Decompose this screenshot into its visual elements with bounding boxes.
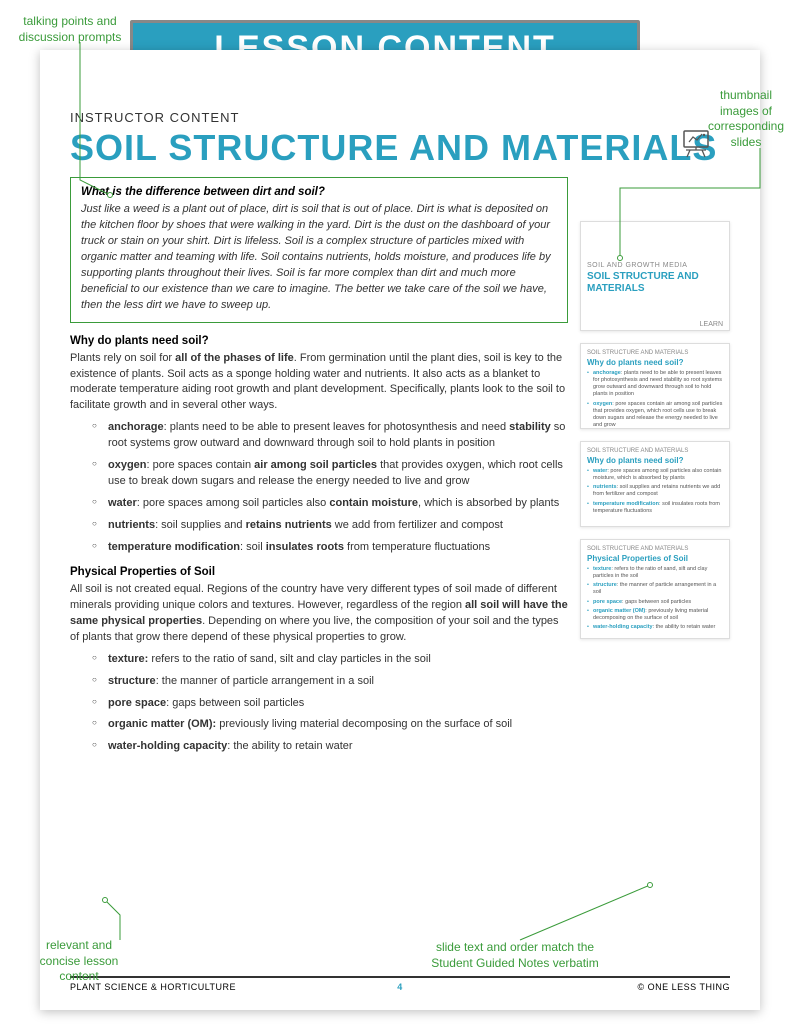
callout-talking-points: talking points anddiscussion prompts bbox=[10, 14, 130, 45]
thumb-list-item: water-holding capacity: the ability to r… bbox=[587, 624, 723, 631]
thumb-list-item: nutrients: soil supplies and retains nut… bbox=[587, 484, 723, 498]
thumb-list-item: texture: refers to the ratio of sand, si… bbox=[587, 566, 723, 580]
section2-paragraph: All soil is not created equal. Regions o… bbox=[70, 582, 568, 646]
list-item: water-holding capacity: the ability to r… bbox=[92, 739, 568, 755]
callout-thumbnails: thumbnailimages ofcorrespondingslides bbox=[698, 88, 794, 150]
intro-box: What is the difference between dirt and … bbox=[70, 177, 568, 323]
thumbnail-column: SOIL AND GROWTH MEDIA SOIL STRUCTURE AND… bbox=[580, 177, 730, 763]
callout-lesson-content: relevant andconcise lessoncontent bbox=[24, 938, 134, 985]
footer-page-number: 4 bbox=[397, 982, 403, 992]
list-item: organic matter (OM): previously living m… bbox=[92, 717, 568, 733]
slide-thumb-1: SOIL AND GROWTH MEDIA SOIL STRUCTURE AND… bbox=[580, 221, 730, 331]
list-item: structure: the manner of particle arrang… bbox=[92, 674, 568, 690]
footer-right: © ONE LESS THING bbox=[638, 982, 731, 992]
section1-list: anchorage: plants need to be able to pre… bbox=[92, 420, 568, 556]
page-title: SOIL STRUCTURE AND MATERIALS bbox=[70, 127, 730, 169]
slide-thumb-4: SOIL STRUCTURE AND MATERIALS Physical Pr… bbox=[580, 539, 730, 639]
slide-thumb-3: SOIL STRUCTURE AND MATERIALS Why do plan… bbox=[580, 441, 730, 527]
section1-heading: Why do plants need soil? bbox=[70, 335, 568, 347]
section1-paragraph: Plants rely on soil for all of the phase… bbox=[70, 351, 568, 415]
thumb-list-item: anchorage: plants need to be able to pre… bbox=[587, 370, 723, 399]
main-content: What is the difference between dirt and … bbox=[70, 177, 568, 763]
slide-thumb-2: SOIL STRUCTURE AND MATERIALS Why do plan… bbox=[580, 343, 730, 429]
thumb-list-item: water: pore spaces among soil particles … bbox=[587, 468, 723, 482]
section2-heading: Physical Properties of Soil bbox=[70, 566, 568, 578]
list-item: nutrients: soil supplies and retains nut… bbox=[92, 518, 568, 534]
list-item: pore space: gaps between soil particles bbox=[92, 696, 568, 712]
list-item: water: pore spaces among soil particles … bbox=[92, 496, 568, 512]
list-item: texture: refers to the ratio of sand, si… bbox=[92, 652, 568, 668]
section2-list: texture: refers to the ratio of sand, si… bbox=[92, 652, 568, 756]
intro-question: What is the difference between dirt and … bbox=[81, 186, 557, 198]
thumb-list-item: pore space: gaps between soil particles bbox=[587, 599, 723, 606]
thumb-list-item: temperature modification: soil insulates… bbox=[587, 501, 723, 515]
thumb-list-item: structure: the manner of particle arrang… bbox=[587, 582, 723, 596]
list-item: temperature modification: soil insulates… bbox=[92, 540, 568, 556]
intro-body: Just like a weed is a plant out of place… bbox=[81, 202, 557, 314]
list-item: anchorage: plants need to be able to pre… bbox=[92, 420, 568, 452]
document-page: INSTRUCTOR CONTENT SOIL STRUCTURE AND MA… bbox=[40, 50, 760, 1010]
callout-slide-text: slide text and order match theStudent Gu… bbox=[400, 940, 630, 971]
instructor-label: INSTRUCTOR CONTENT bbox=[70, 110, 730, 125]
thumb-list-item: organic matter (OM): previously living m… bbox=[587, 608, 723, 622]
page-footer: PLANT SCIENCE & HORTICULTURE 4 © ONE LES… bbox=[70, 976, 730, 992]
thumb-list-item: oxygen: pore spaces contain air among so… bbox=[587, 401, 723, 430]
list-item: oxygen: pore spaces contain air among so… bbox=[92, 458, 568, 490]
